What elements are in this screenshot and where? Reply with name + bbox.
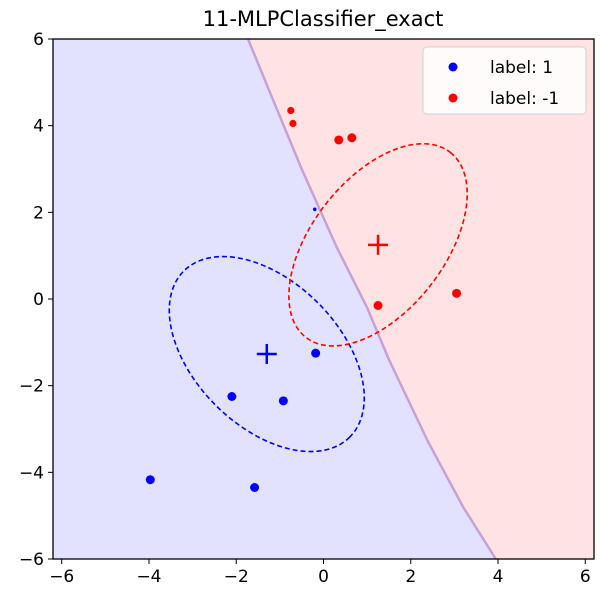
y-tick-label-5: 4 bbox=[33, 117, 44, 137]
chart-title: 11-MLPClassifier_exact bbox=[203, 7, 444, 32]
small-point-series-1-0 bbox=[287, 106, 295, 115]
confidence-ellipse-0 bbox=[168, 255, 366, 453]
data-point-series-1-0 bbox=[334, 135, 344, 145]
legend-label-1: label: 1 bbox=[490, 58, 553, 78]
data-point-series-0-4 bbox=[311, 348, 321, 358]
small-point-series-0-0 bbox=[312, 207, 317, 212]
x-tick-label-1: −4 bbox=[136, 567, 161, 587]
y-tick-label-1: −4 bbox=[19, 463, 44, 483]
x-tick-label-5: 4 bbox=[493, 567, 504, 587]
y-tick-label-4: 2 bbox=[33, 203, 44, 223]
decision-boundary bbox=[246, 39, 497, 559]
x-tick-label-6: 6 bbox=[580, 567, 591, 587]
y-tick-label-2: −2 bbox=[19, 377, 44, 397]
data-point-series-0-3 bbox=[278, 396, 288, 406]
legend-marker-label-1 bbox=[448, 62, 458, 72]
legend: label: 1 label: -1 bbox=[422, 46, 587, 115]
data-point-series-0-2 bbox=[227, 392, 237, 401]
region-label-neg1 bbox=[248, 39, 594, 559]
x-tick-label-4: 2 bbox=[405, 567, 416, 587]
y-tick-label-6: 6 bbox=[33, 30, 44, 50]
x-tick-label-0: −6 bbox=[49, 567, 74, 587]
region-label-1 bbox=[53, 39, 496, 559]
x-tick-label-2: −2 bbox=[224, 567, 249, 587]
data-point-series-1-1 bbox=[347, 133, 357, 143]
legend-label-neg1: label: -1 bbox=[490, 89, 559, 109]
data-point-series-0-1 bbox=[250, 483, 260, 492]
plot-area bbox=[53, 39, 594, 559]
data-point-series-0-0 bbox=[145, 475, 155, 485]
data-point-series-1-3 bbox=[452, 288, 462, 298]
data-point-series-1-2 bbox=[373, 301, 383, 310]
y-tick-label-3: 0 bbox=[33, 290, 44, 310]
small-point-series-1-1 bbox=[289, 119, 297, 128]
legend-marker-label-neg1 bbox=[448, 93, 458, 103]
y-tick-label-0: −6 bbox=[19, 550, 44, 570]
confidence-ellipse-1 bbox=[288, 142, 469, 347]
x-tick-label-3: 0 bbox=[318, 567, 329, 587]
